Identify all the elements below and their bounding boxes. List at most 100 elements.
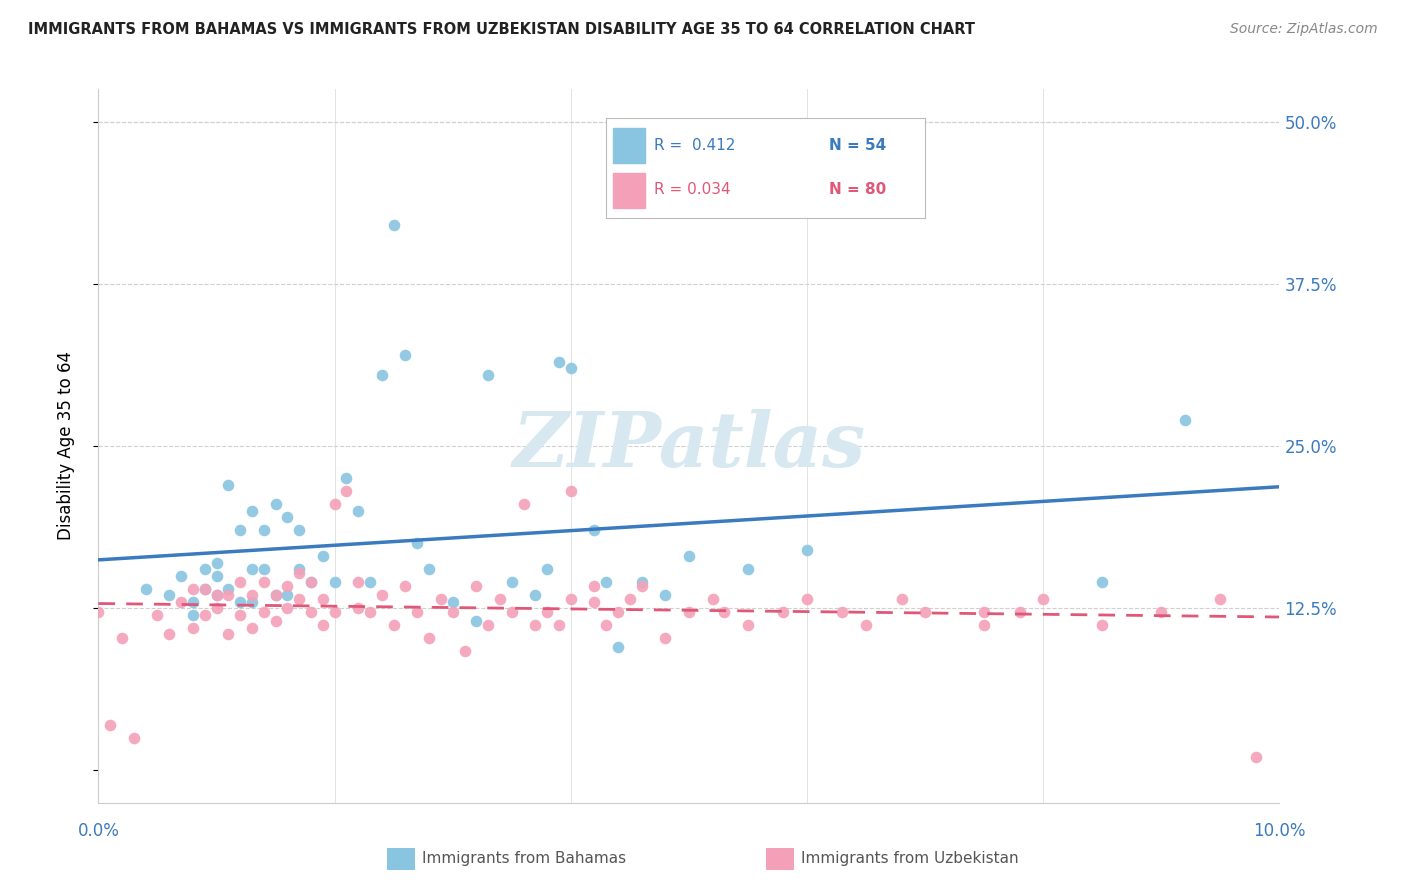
- Point: [347, 504, 370, 518]
- Point: [501, 575, 523, 590]
- Point: [264, 497, 287, 511]
- Point: [359, 575, 381, 590]
- Point: [654, 631, 676, 645]
- Text: ZIPatlas: ZIPatlas: [512, 409, 866, 483]
- Point: [713, 605, 735, 619]
- Point: [299, 575, 322, 590]
- Point: [1008, 605, 1031, 619]
- Point: [157, 627, 180, 641]
- Point: [654, 588, 676, 602]
- Point: [831, 605, 853, 619]
- Point: [796, 542, 818, 557]
- Point: [630, 575, 652, 590]
- Point: [205, 568, 228, 582]
- Point: [229, 524, 252, 538]
- Point: [371, 368, 394, 382]
- Point: [217, 627, 239, 641]
- Point: [217, 588, 239, 602]
- Point: [548, 354, 571, 368]
- Point: [595, 618, 617, 632]
- Point: [111, 631, 134, 645]
- Point: [524, 618, 547, 632]
- Point: [441, 605, 464, 619]
- Point: [430, 592, 453, 607]
- Point: [335, 484, 357, 499]
- Text: 10.0%: 10.0%: [1253, 822, 1306, 840]
- Point: [288, 524, 311, 538]
- Point: [170, 568, 193, 582]
- Point: [914, 605, 936, 619]
- Point: [441, 595, 464, 609]
- Point: [276, 579, 298, 593]
- Text: Source: ZipAtlas.com: Source: ZipAtlas.com: [1230, 22, 1378, 37]
- Point: [796, 592, 818, 607]
- Point: [276, 601, 298, 615]
- Point: [465, 579, 488, 593]
- Point: [678, 549, 700, 564]
- Point: [347, 601, 370, 615]
- Point: [181, 607, 204, 622]
- Point: [512, 497, 534, 511]
- Text: Immigrants from Uzbekistan: Immigrants from Uzbekistan: [801, 852, 1019, 866]
- Point: [501, 605, 523, 619]
- Point: [406, 605, 429, 619]
- Point: [217, 478, 239, 492]
- Point: [607, 640, 630, 654]
- Point: [170, 595, 193, 609]
- Point: [583, 595, 606, 609]
- Point: [205, 588, 228, 602]
- Point: [1091, 575, 1114, 590]
- Point: [312, 592, 335, 607]
- Point: [678, 605, 700, 619]
- Point: [1150, 605, 1173, 619]
- Point: [87, 605, 110, 619]
- Point: [240, 504, 263, 518]
- Point: [335, 471, 357, 485]
- Point: [607, 605, 630, 619]
- Point: [560, 361, 582, 376]
- Point: [98, 718, 121, 732]
- Point: [737, 618, 759, 632]
- Point: [453, 644, 475, 658]
- Point: [560, 484, 582, 499]
- Point: [122, 731, 145, 745]
- Point: [205, 601, 228, 615]
- Point: [524, 588, 547, 602]
- Point: [229, 595, 252, 609]
- Point: [205, 556, 228, 570]
- Point: [772, 605, 794, 619]
- Point: [1244, 750, 1267, 764]
- Point: [418, 631, 440, 645]
- Point: [382, 618, 405, 632]
- Point: [477, 618, 499, 632]
- Point: [181, 621, 204, 635]
- Point: [418, 562, 440, 576]
- Point: [1174, 413, 1197, 427]
- Point: [288, 562, 311, 576]
- Point: [205, 588, 228, 602]
- Point: [194, 562, 217, 576]
- Point: [276, 510, 298, 524]
- Point: [394, 579, 416, 593]
- Text: IMMIGRANTS FROM BAHAMAS VS IMMIGRANTS FROM UZBEKISTAN DISABILITY AGE 35 TO 64 CO: IMMIGRANTS FROM BAHAMAS VS IMMIGRANTS FR…: [28, 22, 976, 37]
- Point: [194, 582, 217, 596]
- Point: [630, 579, 652, 593]
- Point: [536, 562, 558, 576]
- Point: [973, 618, 995, 632]
- Text: 0.0%: 0.0%: [77, 822, 120, 840]
- Point: [276, 588, 298, 602]
- Point: [253, 524, 276, 538]
- Point: [181, 595, 204, 609]
- Point: [194, 582, 217, 596]
- Point: [323, 497, 346, 511]
- Point: [702, 592, 724, 607]
- Point: [240, 588, 263, 602]
- Point: [229, 575, 252, 590]
- Point: [217, 582, 239, 596]
- Point: [288, 566, 311, 581]
- Point: [890, 592, 912, 607]
- Point: [548, 618, 571, 632]
- Point: [299, 605, 322, 619]
- Point: [1209, 592, 1232, 607]
- Point: [323, 605, 346, 619]
